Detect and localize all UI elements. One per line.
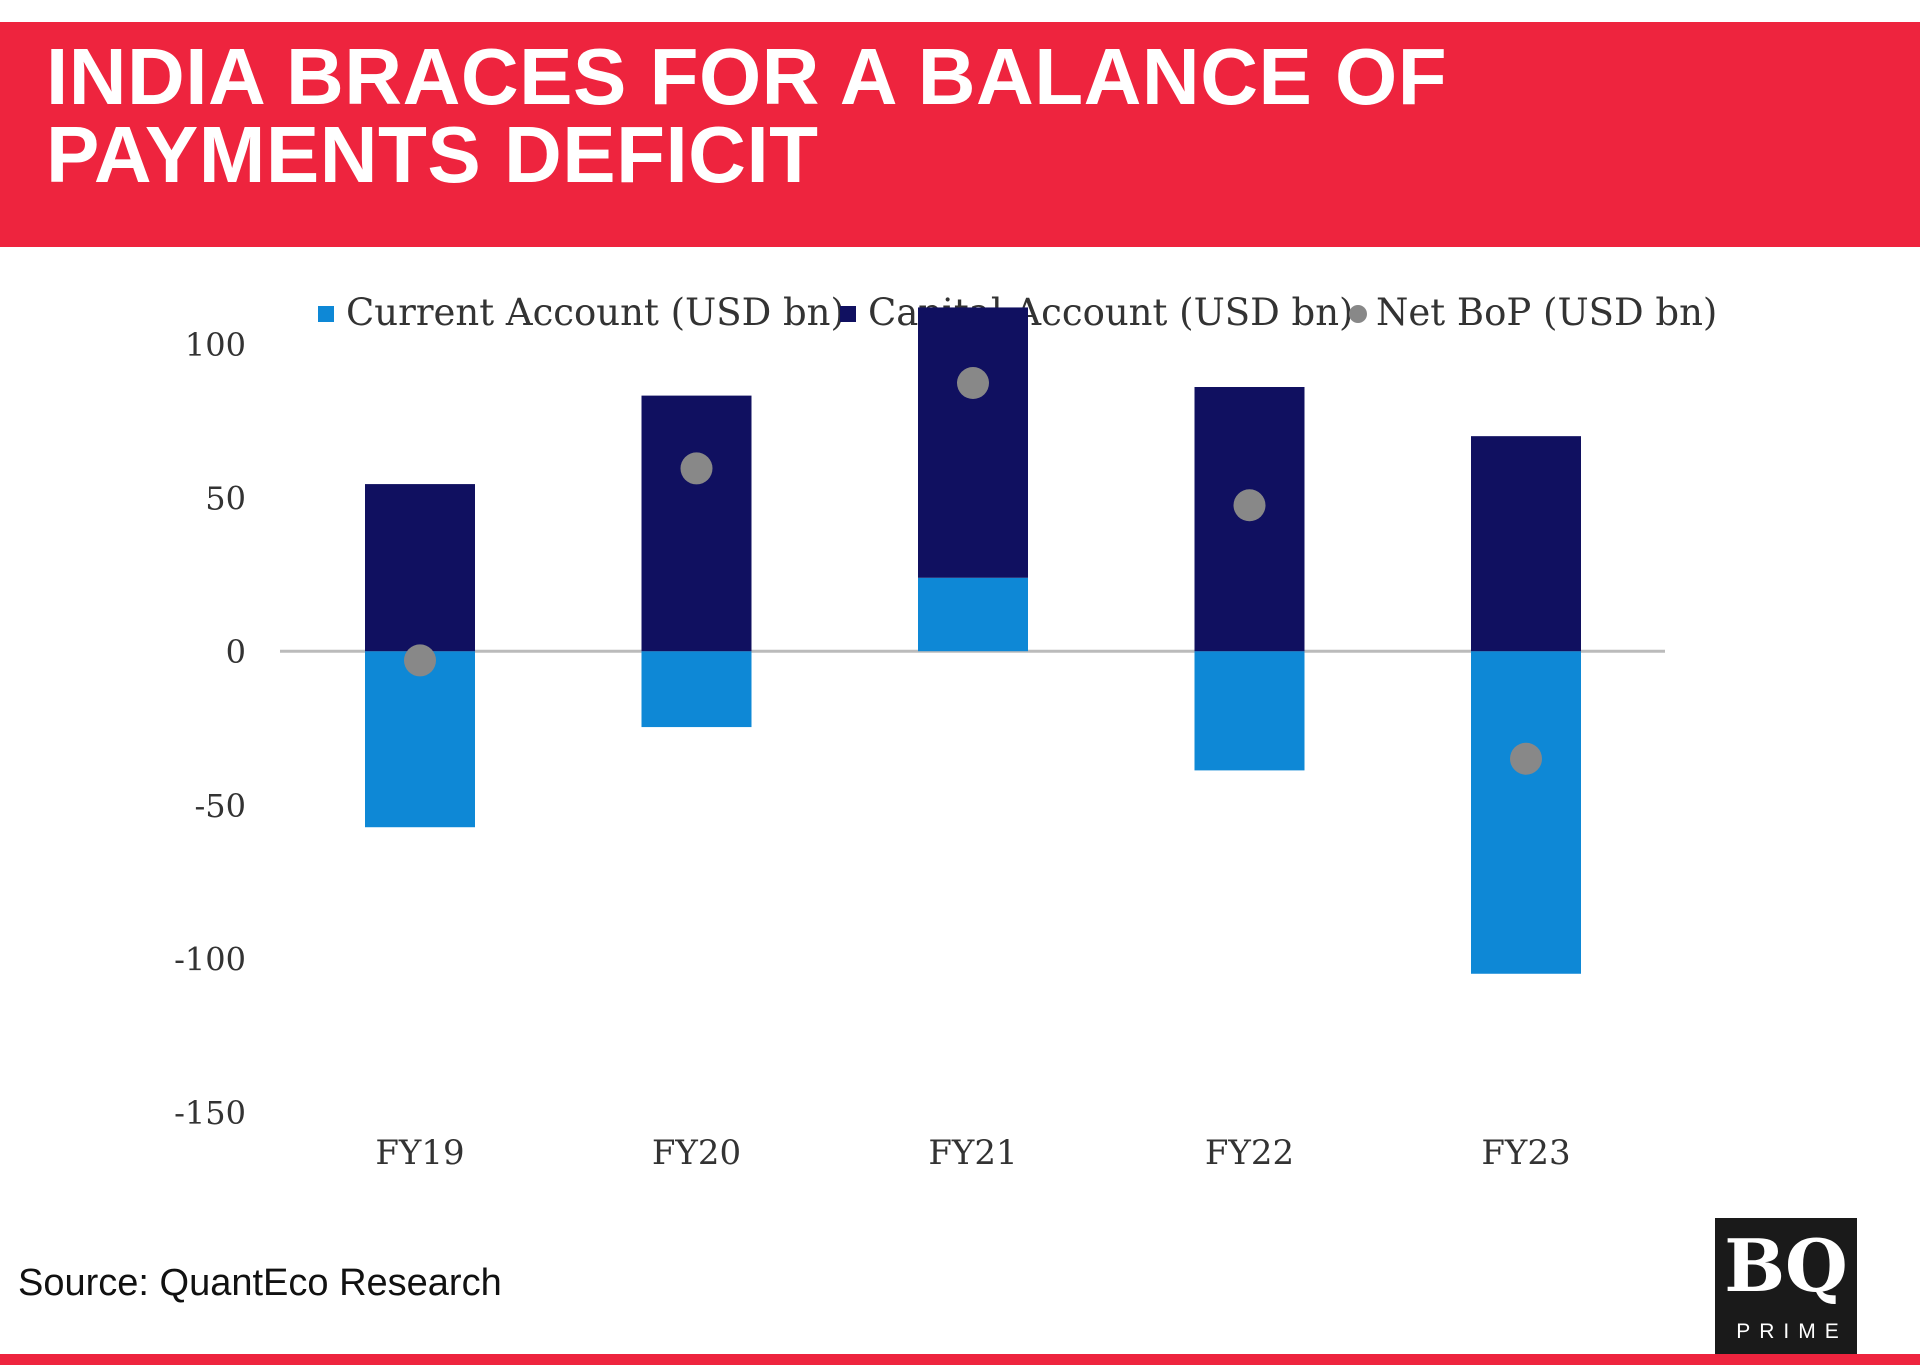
bottom-bar: [0, 1354, 1920, 1365]
point-net-bop: [1510, 742, 1542, 775]
x-tick-label: FY19: [375, 1133, 464, 1173]
bar-current-account: [1471, 651, 1581, 974]
legend-swatch-capital-account: [840, 306, 856, 322]
y-axis: 100 50 0 -50 -100 -150: [174, 326, 246, 1132]
bar-capital-account: [365, 484, 475, 652]
bar-current-account: [1194, 651, 1305, 771]
y-tick-label: 50: [205, 480, 246, 518]
x-tick-label: FY21: [928, 1133, 1017, 1173]
y-tick-label: -150: [174, 1094, 246, 1132]
bar-current-account: [918, 577, 1028, 652]
source-note: Source: QuantEco Research: [18, 1262, 502, 1304]
y-tick-label: 100: [185, 326, 246, 364]
bar-capital-account: [918, 307, 1028, 578]
point-net-bop: [957, 367, 989, 400]
bq-prime-logo[interactable]: BQ PRIME: [1715, 1218, 1857, 1360]
bar-capital-account: [641, 395, 752, 652]
point-net-bop: [404, 644, 436, 677]
bar-current-account: [641, 651, 752, 728]
x-tick-label: FY20: [652, 1133, 741, 1173]
x-axis: FY19 FY20 FY21 FY22 FY23: [375, 1133, 1570, 1173]
title-banner: [0, 22, 1920, 247]
legend-swatch-net-bop: [1349, 305, 1367, 323]
x-tick-label: FY23: [1481, 1133, 1570, 1173]
logo-sub: PRIME: [1736, 1320, 1848, 1343]
net-bop-points: [404, 367, 1542, 775]
y-tick-label: -100: [174, 940, 246, 978]
y-tick-label: 0: [226, 633, 246, 671]
bar-current-account: [365, 651, 475, 828]
bar-capital-account: [1471, 436, 1581, 652]
y-tick-label: -50: [194, 787, 246, 825]
legend-label-current-account: Current Account (USD bn): [346, 291, 845, 334]
legend-label-net-bop: Net BoP (USD bn): [1376, 291, 1717, 334]
headline: INDIA BRACES FOR A BALANCE OF PAYMENTS D…: [46, 32, 1448, 199]
point-net-bop: [1233, 489, 1266, 522]
x-tick-label: FY22: [1205, 1133, 1294, 1173]
logo-mark: BQ: [1724, 1223, 1848, 1308]
point-net-bop: [680, 452, 713, 485]
bars: [365, 307, 1581, 974]
chart: Current Account (USD bn) Capital Account…: [174, 291, 1717, 1173]
legend-swatch-current-account: [318, 306, 334, 322]
